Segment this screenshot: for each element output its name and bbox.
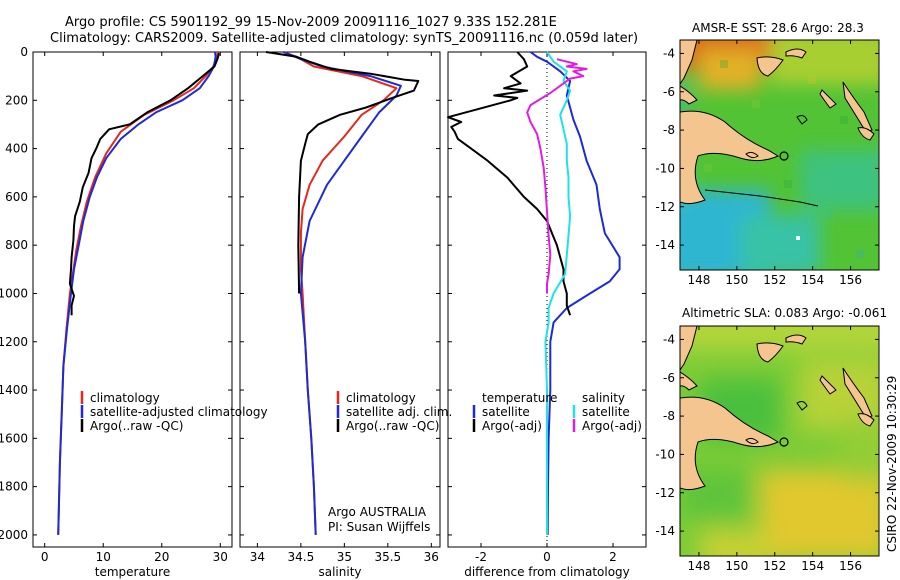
legend-label-satellite: satellite-adjusted climatology: [90, 405, 268, 419]
temperature-ytick-label: 200: [5, 93, 28, 107]
salinity-xtick-label: 34.5: [288, 550, 315, 564]
amsre_sst_map-ytick-label: -10: [655, 161, 675, 175]
sla-map-field: [680, 326, 879, 556]
salinity-series-argo-raw-qc-: [265, 51, 420, 294]
legend-label-climatology: climatology: [90, 391, 160, 405]
title-line-1: Argo profile: CS 5901192_99 15-Nov-2009 …: [65, 15, 557, 30]
altimetric_sla_map-ytick-label: -14: [655, 524, 675, 538]
difference-series-salinity-satellite: [544, 51, 572, 535]
temperature-xlabel: temperature: [95, 565, 170, 579]
altimetric_sla_map-ytick-label: -6: [663, 371, 675, 385]
temperature-ytick-label: 1400: [0, 383, 28, 397]
difference-xlabel: difference from climatology: [464, 565, 630, 579]
amsre_sst_map-xtick-label: 152: [763, 273, 786, 287]
legend-header-temperature: temperature: [482, 391, 557, 405]
legend-label-climatology: climatology: [346, 391, 416, 405]
difference-xtick-label: 2: [609, 550, 617, 564]
temperature-ytick-label: 1800: [0, 480, 28, 494]
amsre_sst_map-ytick-label: -12: [655, 200, 675, 214]
salinity-xtick-label: 35.5: [374, 550, 401, 564]
sla-map-frame: [679, 325, 880, 557]
altimetric_sla_map-ytick-label: -8: [663, 409, 675, 423]
title-line-2: Climatology: CARS2009. Satellite-adjuste…: [50, 31, 638, 46]
timestamp-label: CSIRO 22-Nov-2009 10:30:29: [885, 376, 899, 552]
amsre_sst_map-xtick-label: 156: [839, 273, 862, 287]
amsre_sst_map-ytick-label: -8: [663, 123, 675, 137]
amsre_sst_map-xtick-label: 154: [801, 273, 824, 287]
sla-map-argo-marker: [779, 437, 789, 447]
legend-label-temp-argo: Argo(-adj): [482, 419, 542, 433]
legend-label-temp-satellite: satellite: [482, 405, 530, 419]
legend-header-salinity: salinity: [582, 391, 625, 405]
sla-map-title: Altimetric SLA: 0.083 Argo: -0.061: [682, 306, 887, 320]
legend-label-argo: Argo(..raw -QC): [90, 419, 183, 433]
temperature-ytick-label: 400: [5, 142, 28, 156]
temperature-ytick-label: 0: [20, 45, 28, 59]
altimetric_sla_map-xtick-label: 150: [725, 559, 748, 573]
altimetric_sla_map-ytick-label: -10: [655, 447, 675, 461]
temperature-series-argo-raw-qc-: [68, 52, 221, 316]
amsre_sst_map-xtick-label: 150: [725, 273, 748, 287]
legend-label-sal-satellite: satellite: [582, 405, 630, 419]
legend-label-sal-argo: Argo(-adj): [582, 419, 642, 433]
altimetric_sla_map-xtick-label: 156: [839, 559, 862, 573]
temperature-xtick-label: 10: [96, 550, 111, 564]
difference-xtick-label: 0: [543, 550, 551, 564]
temperature-axes-frame: [32, 51, 233, 548]
salinity-xtick-label: 34: [250, 550, 265, 564]
amsre_sst_map-xtick-label: 148: [687, 273, 710, 287]
salinity-series-satellite-adj-clim-: [283, 51, 402, 535]
altimetric_sla_map-ytick-label: -12: [655, 486, 675, 500]
temperature-ytick-label: 1000: [0, 286, 28, 300]
amsre_sst_map-ytick-label: -4: [663, 46, 675, 60]
temperature-ytick-label: 1600: [0, 431, 28, 445]
legend-label-satellite: satellite adj. clim.: [346, 405, 452, 419]
temperature-series-satellite-adjusted-climatology: [57, 51, 217, 535]
difference-series-temperature-satellite: [529, 51, 621, 535]
temperature-ytick-label: 600: [5, 190, 28, 204]
altimetric_sla_map-xtick-label: 152: [763, 559, 786, 573]
annotation-program: Argo AUSTRALIA: [328, 505, 427, 519]
sla-map: Altimetric SLA: 0.083 Argo: -0.061: [655, 306, 887, 573]
salinity-xtick-label: 36: [424, 550, 439, 564]
temperature-panel: 0 10 20 30 0 200 400 600 800 1000 1200 1400 1600 1800…: [0, 45, 233, 579]
temperature-ytick-label: 2000: [0, 528, 28, 542]
temperature-ytick-label: 800: [5, 238, 28, 252]
sst-map-field: [680, 40, 879, 270]
difference-legend: temperature salinity satellite Argo(-adj…: [472, 391, 642, 433]
altimetric_sla_map-xtick-label: 154: [801, 559, 824, 573]
annotation-pi: PI: Susan Wijffels: [328, 520, 430, 534]
amsre_sst_map-ytick-label: -6: [663, 85, 675, 99]
temperature-legend: climatology satellite-adjusted climatolo…: [80, 391, 268, 433]
salinity-legend: climatology satellite adj. clim. Argo(..…: [328, 391, 452, 534]
salinity-axes-frame: [239, 51, 441, 548]
difference-series-salinity-argo-adj-: [526, 58, 588, 294]
temperature-xtick-label: 0: [41, 550, 49, 564]
altimetric_sla_map-ytick-label: -4: [663, 332, 675, 346]
temperature-ytick-label: 1200: [0, 335, 28, 349]
amsre_sst_map-ytick-label: -14: [655, 238, 675, 252]
sst-map-argo-marker: [779, 151, 789, 161]
salinity-panel: 34 34.5 35 35.5 36 salinity: [239, 51, 441, 579]
temperature-xtick-label: 30: [213, 550, 228, 564]
sst-map: AMSR-E SST: 28.6 Argo: 28.3: [655, 21, 880, 287]
temperature-xtick-label: 20: [154, 550, 169, 564]
salinity-xlabel: salinity: [318, 565, 361, 579]
sst-map-title: AMSR-E SST: 28.6 Argo: 28.3: [692, 21, 864, 35]
difference-series-temperature-argo-adj-: [447, 51, 572, 316]
salinity-xtick-label: 35: [337, 550, 352, 564]
altimetric_sla_map-xtick-label: 148: [687, 559, 710, 573]
difference-xtick-label: -2: [475, 550, 487, 564]
sst-map-frame: [679, 39, 880, 271]
legend-label-argo: Argo(..raw -QC): [346, 419, 439, 433]
